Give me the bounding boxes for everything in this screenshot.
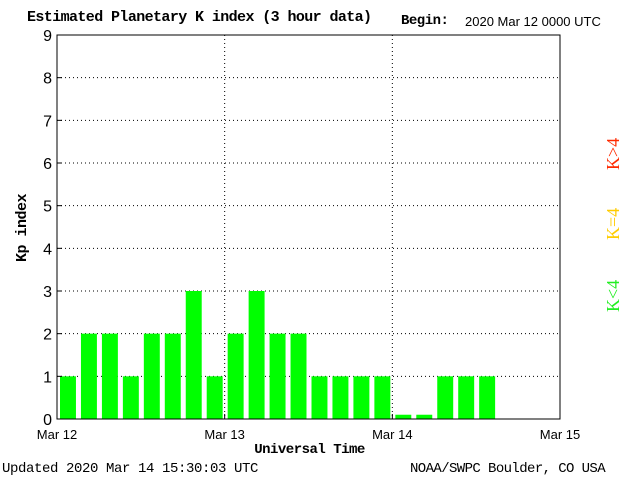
kp-bar (269, 333, 286, 419)
kp-bar (395, 414, 412, 419)
kp-bar (290, 333, 307, 419)
kp-bar (143, 333, 160, 419)
kp-bar (227, 333, 244, 419)
kp-bar (416, 414, 433, 419)
kp-bar (437, 376, 454, 419)
kp-bar (60, 376, 76, 419)
credit-text: NOAA/SWPC Boulder, CO USA (410, 461, 606, 477)
kp-bar (248, 291, 265, 419)
kp-bar (206, 376, 223, 419)
kp-bar (122, 376, 139, 419)
y-axis-label: Kp index (14, 193, 31, 262)
y-tick-label: 8 (43, 71, 52, 88)
kp-bar (353, 376, 370, 419)
kp-bar (80, 333, 97, 419)
kp-bar (164, 333, 181, 419)
legend-k-greater-4: K>4 (603, 137, 623, 170)
kp-bar (101, 333, 118, 419)
kp-bar (458, 376, 475, 419)
kp-bar (185, 291, 202, 419)
y-tick-label: 9 (43, 28, 52, 45)
y-tick-label: 7 (43, 113, 52, 130)
legend-k-equal-4: K=4 (603, 207, 623, 240)
legend-k-less-4: K<4 (603, 279, 623, 312)
x-tick-label: Mar 13 (204, 427, 244, 442)
y-tick-label: 0 (43, 412, 52, 429)
y-tick-label: 2 (43, 327, 52, 344)
updated-timestamp: Updated 2020 Mar 14 15:30:03 UTC (2, 461, 259, 477)
y-tick-label: 4 (43, 241, 52, 258)
kp-bar (374, 376, 391, 419)
begin-label: Begin: (401, 13, 449, 29)
plot-frame (56, 34, 561, 420)
kp-bar (311, 376, 328, 419)
begin-value: 2020 Mar 12 0000 UTC (465, 14, 601, 29)
kp-bar (332, 376, 349, 419)
kp-bar (479, 376, 496, 419)
y-tick-label: 1 (43, 369, 52, 386)
y-tick-label: 5 (43, 199, 52, 216)
x-tick-label: Mar 12 (37, 427, 77, 442)
chart-title: Estimated Planetary K index (3 hour data… (27, 9, 372, 26)
x-tick-label: Mar 15 (540, 427, 580, 442)
x-tick-label: Mar 14 (372, 427, 412, 442)
y-tick-label: 3 (43, 284, 52, 301)
x-axis-label: Universal Time (254, 442, 365, 458)
y-tick-label: 6 (43, 156, 52, 173)
